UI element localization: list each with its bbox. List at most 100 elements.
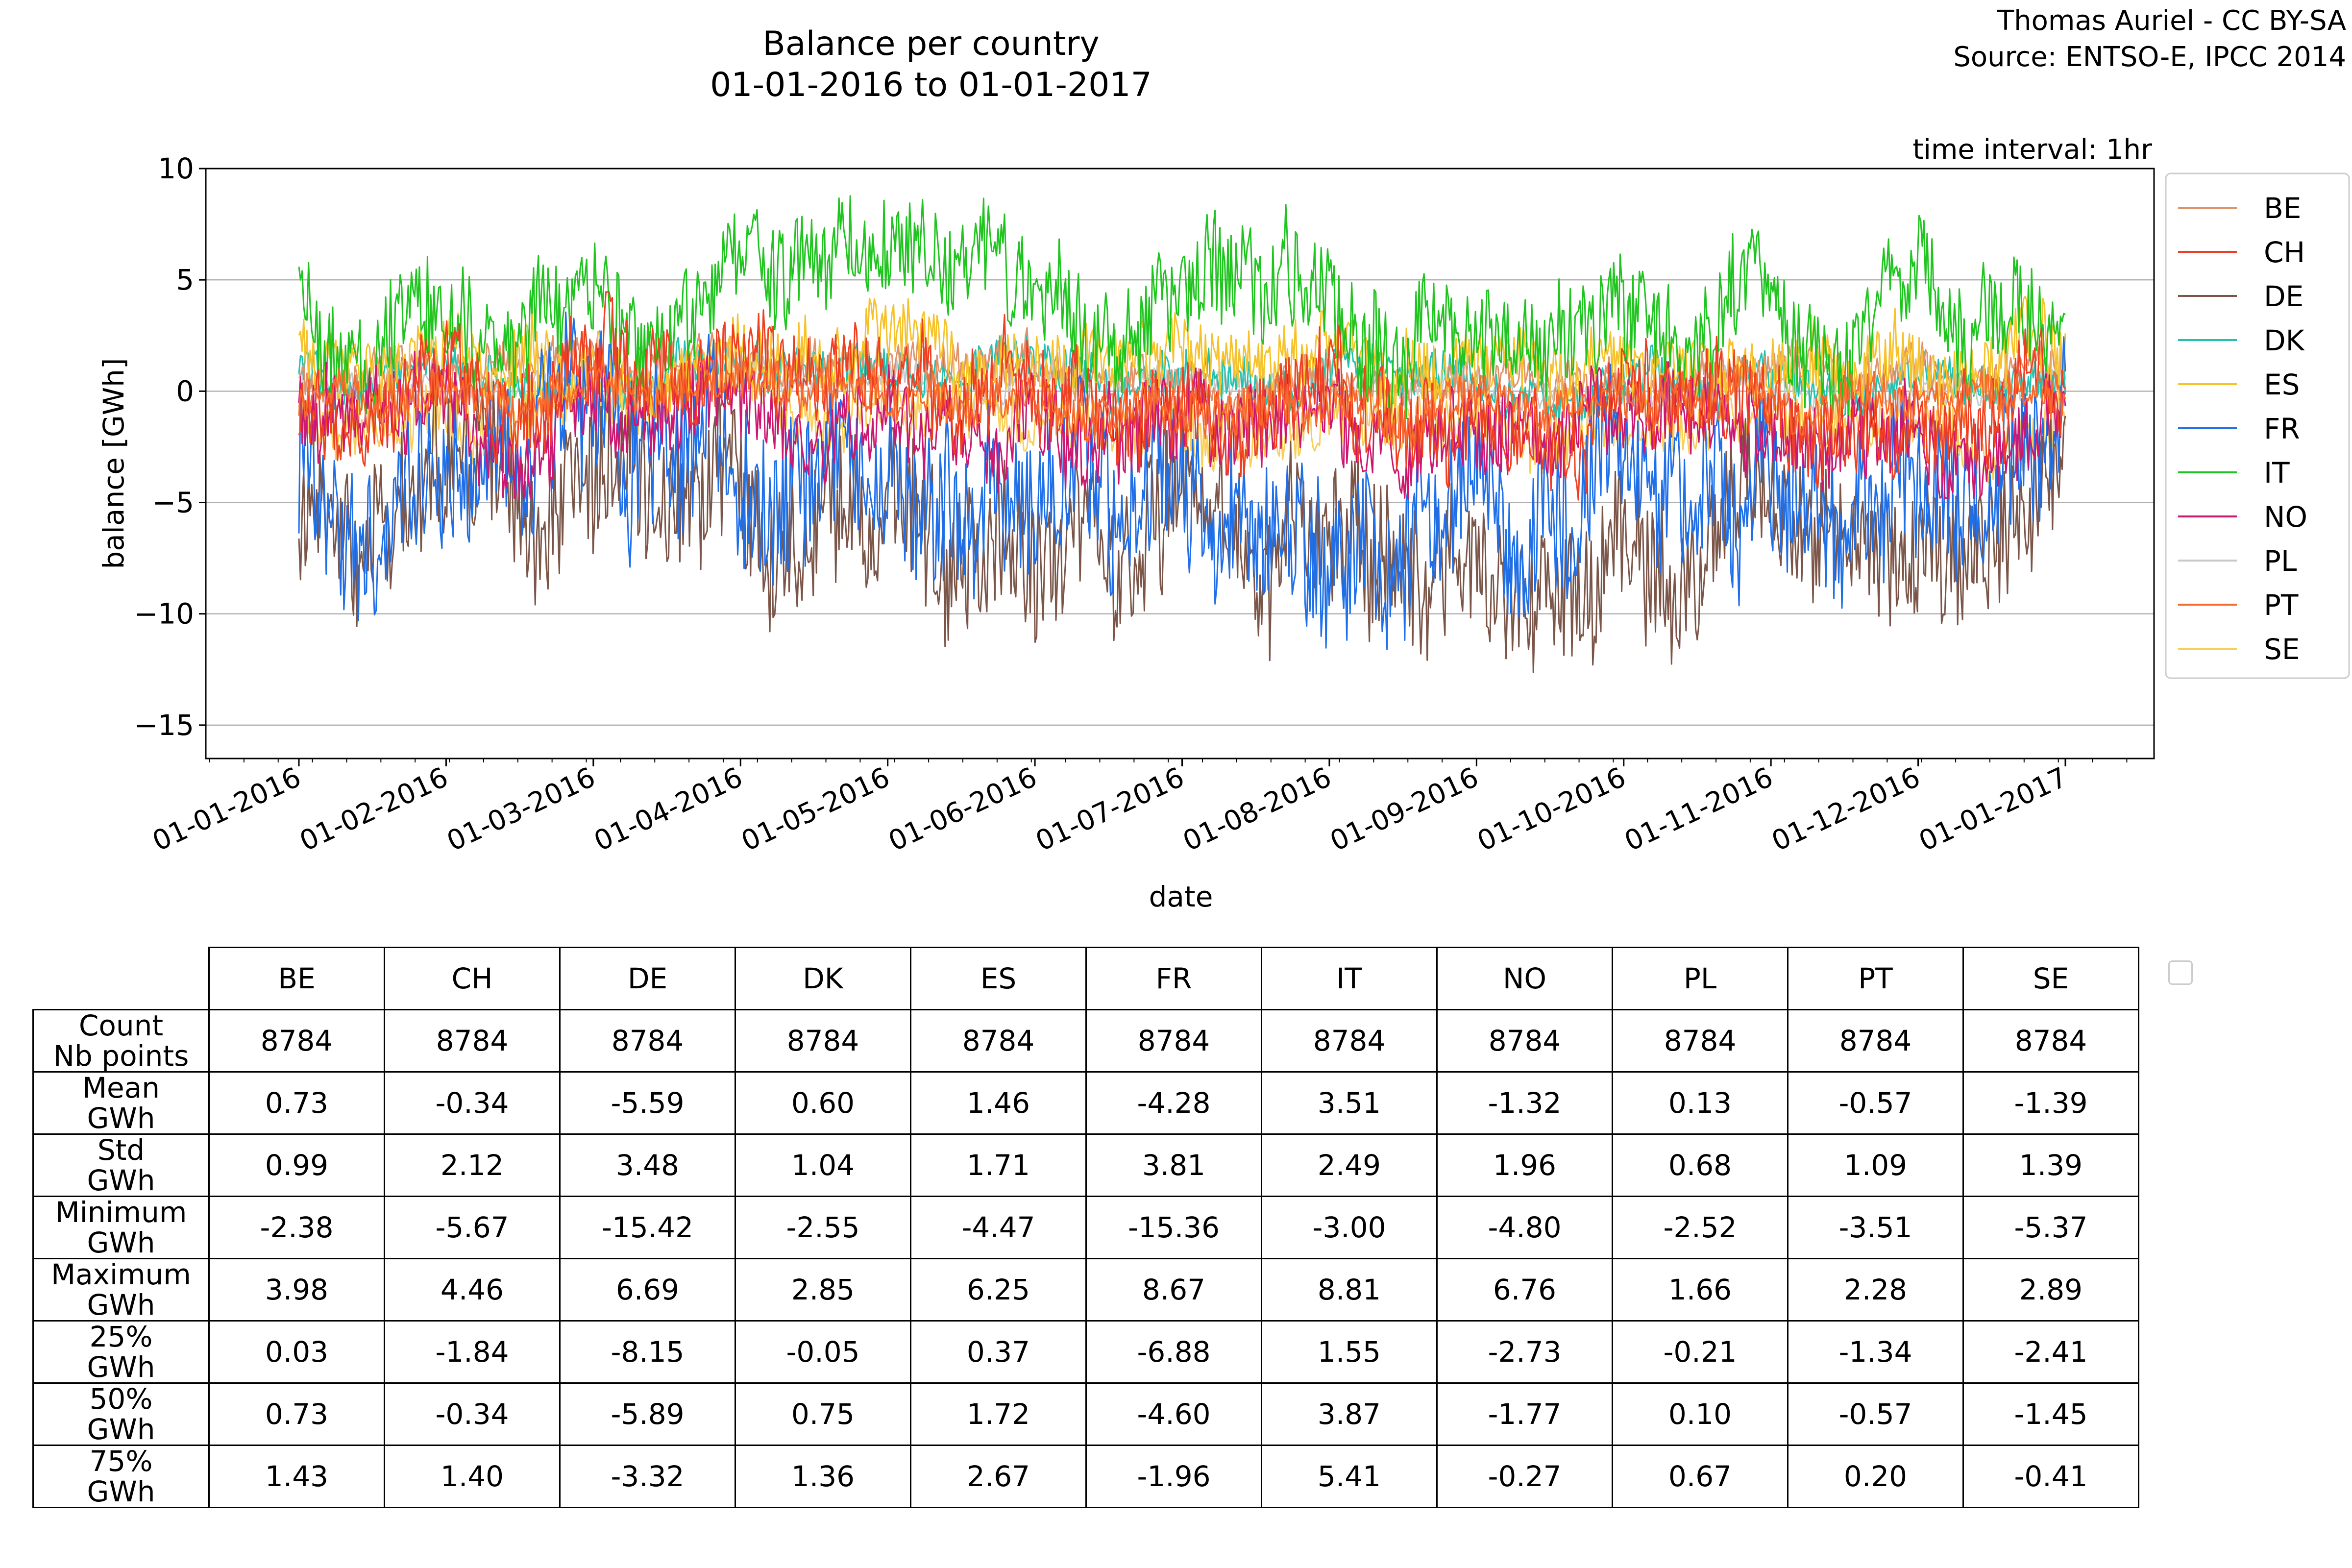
- x-tick-label: 01-01-2017: [1914, 761, 2072, 858]
- table-cell: -6.88: [1085, 1320, 1262, 1384]
- table-cell: 2.28: [1787, 1258, 1964, 1322]
- table-row: Std GWh 0.99 2.12 3.48 1.04 1.71 3.81 2.49 1.96 0.…: [32, 1133, 2139, 1197]
- legend-label: FR: [2264, 412, 2300, 445]
- table-cell: -0.57: [1787, 1382, 1964, 1446]
- table-cell: 1.40: [384, 1445, 561, 1508]
- row-header-line2: Nb points: [53, 1039, 189, 1073]
- table-cell: -1.96: [1085, 1445, 1262, 1508]
- x-tick-label: 01-11-2016: [1620, 761, 1778, 858]
- legend-label: DE: [2264, 280, 2303, 313]
- table-cell: 3.48: [559, 1133, 736, 1197]
- table-cell: 6.25: [910, 1258, 1087, 1322]
- x-tick-label: 01-02-2016: [295, 761, 453, 858]
- x-tick-label: 01-01-2016: [147, 761, 305, 858]
- table-cell: 0.99: [208, 1133, 385, 1197]
- series-line-pt: [298, 352, 2066, 449]
- row-header-line1: 75%: [89, 1445, 153, 1478]
- y-tick-label: 10: [158, 152, 194, 185]
- table-cell: 2.49: [1261, 1133, 1438, 1197]
- table-row: 25% GWh 0.03 -1.84 -8.15 -0.05 0.37 -6.88 1.55 -2…: [32, 1320, 2139, 1384]
- table-cell: 1.66: [1612, 1258, 1788, 1322]
- table-cell: -0.57: [1787, 1071, 1964, 1135]
- table-cell: 0.37: [910, 1320, 1087, 1384]
- row-header: Minimum GWh: [32, 1196, 210, 1259]
- table-cell: 1.96: [1436, 1133, 1613, 1197]
- table-cell: 8784: [1085, 1009, 1262, 1073]
- table-cell: 6.69: [559, 1258, 736, 1322]
- table-cell: 0.03: [208, 1320, 385, 1384]
- table-cell: 2.67: [910, 1445, 1087, 1508]
- column-header: CH: [384, 947, 561, 1010]
- row-header-line2: GWh: [87, 1475, 155, 1508]
- column-header: FR: [1085, 947, 1262, 1010]
- column-header: SE: [1962, 947, 2139, 1010]
- table-cell: -1.34: [1787, 1320, 1964, 1384]
- table-cell: -15.36: [1085, 1196, 1262, 1259]
- table-cell: 8784: [208, 1009, 385, 1073]
- table-cell: -0.34: [384, 1382, 561, 1446]
- table-corner: [33, 948, 209, 1010]
- row-header: 25% GWh: [32, 1320, 210, 1384]
- legend-label: PL: [2264, 544, 2297, 578]
- legend-label: NO: [2264, 500, 2307, 534]
- column-header: IT: [1261, 947, 1438, 1010]
- table-cell: -0.21: [1612, 1320, 1788, 1384]
- time-interval-annotation: time interval: 1hr: [1912, 134, 2153, 166]
- row-header-line2: GWh: [87, 1288, 155, 1322]
- table-header-row: BE CH DE DK ES FR IT NO PL PT SE: [33, 947, 2139, 1010]
- y-tick-label: 5: [176, 263, 194, 296]
- table-cell: 1.72: [910, 1382, 1087, 1446]
- legend-label: PT: [2264, 588, 2299, 622]
- table-cell: -1.45: [1962, 1382, 2139, 1446]
- table-cell: -0.27: [1436, 1445, 1613, 1508]
- table-cell: 3.98: [208, 1258, 385, 1322]
- table-row: Minimum GWh -2.38 -5.67 -15.42 -2.55 -4.47 -15.…: [32, 1196, 2139, 1259]
- column-header: PL: [1612, 947, 1788, 1010]
- table-cell: -8.15: [559, 1320, 736, 1384]
- table-cell: -15.42: [559, 1196, 736, 1259]
- legend-label: CH: [2264, 236, 2305, 269]
- table-cell: 0.13: [1612, 1071, 1788, 1135]
- table-cell: 8784: [1612, 1009, 1788, 1073]
- table-cell: -0.41: [1962, 1445, 2139, 1508]
- table-cell: 8784: [1436, 1009, 1613, 1073]
- x-axis-ticks: 01-01-201601-02-201601-03-201601-04-2016…: [147, 759, 2128, 858]
- table-cell: 3.51: [1261, 1071, 1438, 1135]
- x-tick-label: 01-07-2016: [1031, 761, 1189, 858]
- row-header-line1: Maximum: [51, 1258, 191, 1291]
- table-cell: 3.87: [1261, 1382, 1438, 1446]
- table-row: 75% GWh 1.43 1.40 -3.32 1.36 2.67 -1.96 5.41 -0.2…: [32, 1445, 2139, 1508]
- x-tick-label: 01-08-2016: [1178, 761, 1336, 858]
- table-cell: 0.68: [1612, 1133, 1788, 1197]
- series-line-fr: [298, 311, 2066, 651]
- row-header: Mean GWh: [32, 1071, 210, 1135]
- series-line-it: [298, 195, 2066, 424]
- row-header: 50% GWh: [32, 1382, 210, 1446]
- table-row: Maximum GWh 3.98 4.46 6.69 2.85 6.25 8.67 8.81 6.…: [32, 1258, 2139, 1322]
- table-cell: -3.32: [559, 1445, 736, 1508]
- table-cell: 1.09: [1787, 1133, 1964, 1197]
- author-credit: Thomas Auriel - CC BY-SA: [1997, 5, 2346, 37]
- chart-figure: 10 5 0 −5 −10 −15 01-01-201601-02-201601-03-2…: [97, 134, 2350, 913]
- row-header-line2: GWh: [87, 1413, 155, 1446]
- row-header-line1: Minimum: [55, 1196, 187, 1229]
- table-cell: 0.10: [1612, 1382, 1788, 1446]
- table-cell: 8784: [1787, 1009, 1964, 1073]
- table-cell: 2.12: [384, 1133, 561, 1197]
- table-cell: 8784: [559, 1009, 736, 1073]
- table-cell: 0.67: [1612, 1445, 1788, 1508]
- table-cell: -5.37: [1962, 1196, 2139, 1259]
- x-tick-label: 01-03-2016: [442, 761, 600, 858]
- row-header-line1: Count: [78, 1009, 164, 1042]
- column-header: ES: [910, 947, 1087, 1010]
- legend-label: ES: [2264, 368, 2300, 401]
- legend-label: IT: [2264, 456, 2290, 490]
- x-tick-label: 01-10-2016: [1472, 761, 1630, 858]
- empty-legend-box: [2168, 960, 2193, 985]
- table-cell: -2.38: [208, 1196, 385, 1259]
- table-cell: 8.81: [1261, 1258, 1438, 1322]
- source-credit: Source: ENTSO-E, IPCC 2014: [1953, 41, 2346, 73]
- row-header-line2: GWh: [87, 1164, 155, 1197]
- table-cell: -1.84: [384, 1320, 561, 1384]
- y-axis-ticks: 10 5 0 −5 −10 −15: [134, 152, 206, 742]
